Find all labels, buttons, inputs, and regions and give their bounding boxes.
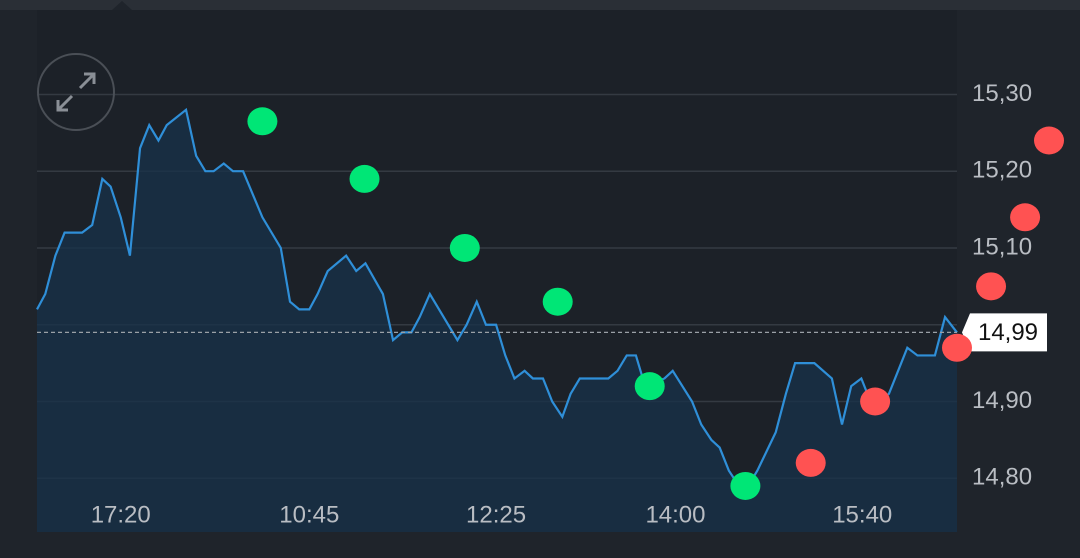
signal-dot xyxy=(976,272,1007,301)
price-line xyxy=(36,107,958,488)
plot xyxy=(36,107,958,532)
expand-icon[interactable] xyxy=(56,72,96,112)
y-tick-label: 15,30 xyxy=(972,80,1032,107)
signal-dot xyxy=(942,333,972,362)
area xyxy=(37,109,957,532)
x-tick-label: 14:00 xyxy=(645,501,705,528)
y-tick-label: 14,90 xyxy=(972,387,1032,414)
y-tick-label: 15,20 xyxy=(972,157,1032,184)
y-tick-label: 14,80 xyxy=(972,464,1032,491)
top-notch xyxy=(112,1,132,10)
signal-dot xyxy=(542,287,573,316)
signal-dot xyxy=(860,387,891,416)
last-price-box xyxy=(962,313,1047,352)
x-tick-label: 12:25 xyxy=(466,501,526,528)
top-bar xyxy=(0,0,1080,10)
expand-circle[interactable] xyxy=(37,53,115,131)
expand-button[interactable] xyxy=(37,53,115,131)
x-tick-label: 10:45 xyxy=(279,501,339,528)
signal-dot xyxy=(247,107,278,136)
signal-dot xyxy=(449,233,480,262)
signal-dot xyxy=(795,448,826,477)
signal-dot xyxy=(634,372,665,401)
signal-dot xyxy=(1034,126,1064,155)
signal-dot xyxy=(349,164,380,193)
y-tick-label: 15,10 xyxy=(972,233,1032,260)
signal-dot xyxy=(1010,203,1041,232)
signal-dot xyxy=(730,471,761,500)
x-tick-label: 17:20 xyxy=(91,501,151,528)
last-price-label: 14,99 xyxy=(978,319,1038,346)
x-tick-label: 15:40 xyxy=(832,501,892,528)
